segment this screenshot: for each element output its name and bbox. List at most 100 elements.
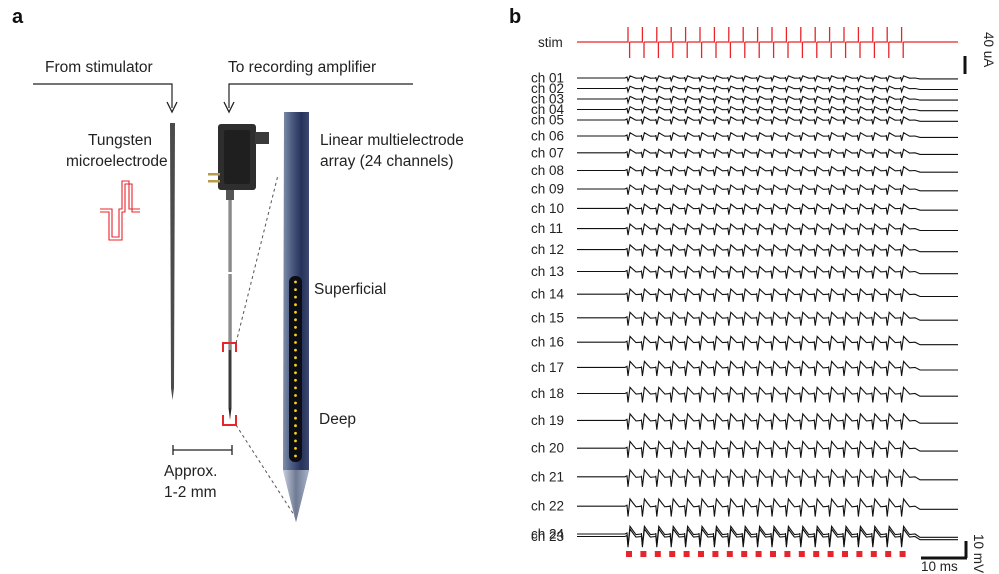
stim-marker xyxy=(870,551,877,557)
channel-trace xyxy=(577,131,958,141)
electrode-contact xyxy=(294,416,297,420)
panel-a: a From stimulator To recording amplifier… xyxy=(12,6,464,522)
superficial-label: Superficial xyxy=(314,281,386,298)
channel-trace xyxy=(577,386,958,403)
electrode-contact xyxy=(294,303,297,307)
channel-label: ch 22 xyxy=(531,499,564,514)
approx-label-line1: Approx. xyxy=(164,463,217,480)
array-probe-small xyxy=(208,124,269,426)
stim-trace xyxy=(577,27,958,58)
channel-label: ch 07 xyxy=(531,145,564,160)
channel-trace xyxy=(577,105,958,114)
top-bracket-icon xyxy=(222,342,237,352)
stim-marker xyxy=(885,551,892,557)
channel-label: ch 03 xyxy=(531,92,564,107)
electrode-contact xyxy=(294,386,297,390)
channel-trace xyxy=(577,165,958,177)
channel-label: ch 06 xyxy=(531,129,564,144)
linear-multielectrode-array xyxy=(283,112,309,522)
stimulator-arrow xyxy=(33,83,178,114)
electrode-contact xyxy=(294,341,297,344)
channel-trace xyxy=(577,184,958,195)
electrode-contact xyxy=(294,409,297,412)
channel-label: ch 23 xyxy=(531,529,564,544)
stim-marker xyxy=(741,551,748,557)
channel-label: ch 21 xyxy=(531,469,564,484)
channel-trace xyxy=(577,265,958,279)
current-scale-label: 40 uA xyxy=(981,32,996,67)
channel-label: ch 09 xyxy=(531,182,564,197)
stim-marker xyxy=(813,551,820,557)
channel-trace xyxy=(577,287,958,302)
electrode-contact xyxy=(294,333,297,337)
channel-trace xyxy=(577,311,958,326)
array-label-line1: Linear multielectrode xyxy=(320,132,464,149)
channel-trace xyxy=(577,243,958,257)
tungsten-microelectrode xyxy=(170,123,175,400)
tungsten-label-line1: Tungsten xyxy=(88,132,152,149)
electrode-contact xyxy=(294,295,297,299)
channel-label: ch 13 xyxy=(531,264,564,279)
channel-label: ch 15 xyxy=(531,310,564,325)
channel-trace xyxy=(577,116,958,125)
stim-marker xyxy=(899,551,906,557)
electrode-contact xyxy=(294,424,297,428)
stim-marker xyxy=(842,551,848,557)
channel-trace xyxy=(577,203,958,215)
channel-label: ch 20 xyxy=(531,441,564,456)
electrode-contact xyxy=(294,326,297,329)
electrode-contacts xyxy=(294,280,297,458)
stim-marker xyxy=(626,551,632,557)
length-scale-bar xyxy=(172,445,233,455)
stim-markers xyxy=(626,551,906,557)
to-recording-label: To recording amplifier xyxy=(228,59,376,76)
electrode-contact xyxy=(294,401,297,405)
channel-label: ch 01 xyxy=(531,71,564,86)
channel-trace xyxy=(577,85,958,94)
electrode-contact xyxy=(294,371,297,375)
electrode-contact xyxy=(294,454,297,458)
electrode-contact xyxy=(294,378,297,382)
voltage-scale-label: 10 mV xyxy=(971,534,986,573)
channel-label: ch 16 xyxy=(531,335,564,350)
time-scale-label: 10 ms xyxy=(921,559,958,574)
channel-trace xyxy=(577,412,958,430)
electrode-contact xyxy=(294,288,297,291)
channel-label: ch 24 xyxy=(531,527,565,542)
channel-trace xyxy=(577,524,958,546)
stim-marker xyxy=(698,551,704,557)
electrode-contact xyxy=(294,280,297,284)
electrode-contact xyxy=(294,447,297,450)
stim-marker xyxy=(640,551,647,557)
channel-label: ch 04 xyxy=(531,102,565,117)
stim-marker xyxy=(726,551,733,557)
stim-marker xyxy=(798,551,805,557)
channel-label: ch 05 xyxy=(531,113,564,128)
electrode-contact xyxy=(294,318,297,322)
from-stimulator-label: From stimulator xyxy=(45,59,153,76)
tungsten-label-line2: microelectrode xyxy=(66,153,168,170)
channel-trace xyxy=(577,468,958,487)
stim-marker xyxy=(712,551,719,557)
stim-marker xyxy=(784,551,791,557)
electrode-contact xyxy=(294,310,297,314)
stim-marker xyxy=(755,551,762,557)
channel-trace xyxy=(577,497,958,517)
channel-label: ch 18 xyxy=(531,386,564,401)
channel-trace xyxy=(577,222,958,236)
bottom-bracket-icon xyxy=(222,415,237,426)
zoom-line-bottom xyxy=(235,424,297,519)
zoom-line-top xyxy=(235,174,279,344)
electrode-contact xyxy=(294,348,297,352)
channel-trace xyxy=(577,75,958,83)
approx-label-line2: 1-2 mm xyxy=(164,484,217,501)
channel-trace xyxy=(577,335,958,351)
recording-arrow xyxy=(223,83,413,114)
channel-traces xyxy=(577,75,958,548)
channel-trace xyxy=(577,360,958,377)
channel-trace xyxy=(577,148,958,159)
channel-trace xyxy=(577,95,958,105)
stim-marker xyxy=(683,551,690,557)
